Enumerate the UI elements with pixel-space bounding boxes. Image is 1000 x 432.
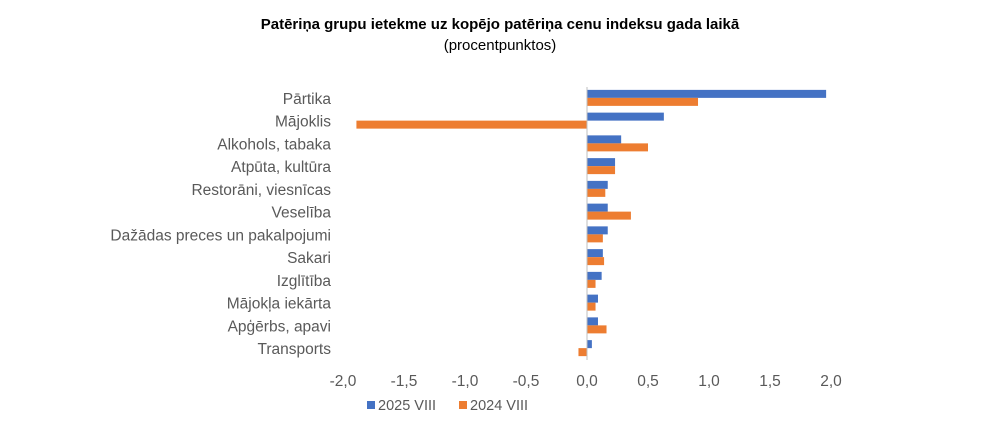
bar-series-2: [587, 279, 596, 288]
category-label: Pārtika: [283, 91, 332, 108]
category-label: Dažādas preces un pakalpojumi: [110, 227, 331, 244]
bar-series-2: [587, 97, 699, 106]
category-label: Restorāni, viesnīcas: [191, 182, 331, 199]
bar-series-2: [587, 325, 607, 334]
bar-series-1: [587, 89, 827, 98]
bars: [356, 89, 827, 357]
category-label: Veselība: [272, 205, 332, 222]
x-tick-label: -1,0: [452, 373, 479, 390]
bar-series-1: [587, 112, 664, 121]
x-tick-labels: -2,0 -1,5 -1,0 -0,5 0,0 0,5 1,0 1,5 2,0: [330, 373, 843, 390]
x-tick-label: 1,5: [759, 373, 781, 390]
x-tick-label: -0,5: [513, 373, 540, 390]
category-label: Alkohols, tabaka: [217, 136, 331, 153]
category-label: Transports: [257, 341, 331, 358]
bar-series-1: [587, 317, 598, 326]
legend-label: 2025 VIII: [378, 398, 436, 414]
chart-title: Patēriņa grupu ietekme uz kopējo patēriņ…: [261, 16, 740, 33]
bar-series-2: [587, 188, 606, 197]
legend-label: 2024 VIII: [470, 398, 528, 414]
bar-series-2: [587, 211, 631, 220]
x-tick-label: 1,0: [698, 373, 720, 390]
bar-series-2: [587, 302, 596, 311]
bar-series-2: [587, 143, 648, 152]
bar-series-2: [578, 348, 587, 357]
category-label: Sakari: [287, 250, 331, 267]
category-labels: Pārtika Mājoklis Alkohols, tabaka Atpūta, k…: [110, 91, 331, 358]
chart-subtitle: (procentpunktos): [444, 37, 557, 54]
bar-series-2: [587, 257, 605, 266]
legend-swatch: [367, 401, 375, 409]
x-tick-label: 0,5: [637, 373, 659, 390]
category-label: Mājokļa iekārta: [227, 296, 332, 313]
bar-series-1: [587, 294, 598, 303]
bar-series-1: [587, 135, 622, 144]
category-label: Apģērbs, apavi: [228, 318, 331, 335]
bar-series-2: [587, 234, 603, 243]
legend-swatch: [459, 401, 467, 409]
bar-series-1: [587, 226, 608, 235]
x-tick-label: 2,0: [820, 373, 842, 390]
bar-series-1: [587, 271, 602, 280]
bar-series-2: [356, 120, 587, 129]
bar-series-1: [587, 180, 608, 189]
bar-series-2: [587, 166, 616, 175]
x-tick-label: -1,5: [391, 373, 418, 390]
bar-series-1: [587, 340, 592, 349]
category-label: Mājoklis: [275, 114, 331, 131]
category-label: Izglītība: [277, 273, 332, 290]
legend: 2025 VIII 2024 VIII: [367, 398, 528, 414]
bar-series-1: [587, 158, 616, 167]
x-tick-label: -2,0: [330, 373, 357, 390]
bar-series-1: [587, 249, 603, 258]
x-tick-label: 0,0: [576, 373, 598, 390]
category-label: Atpūta, kultūra: [231, 159, 331, 176]
bar-series-1: [587, 203, 608, 212]
